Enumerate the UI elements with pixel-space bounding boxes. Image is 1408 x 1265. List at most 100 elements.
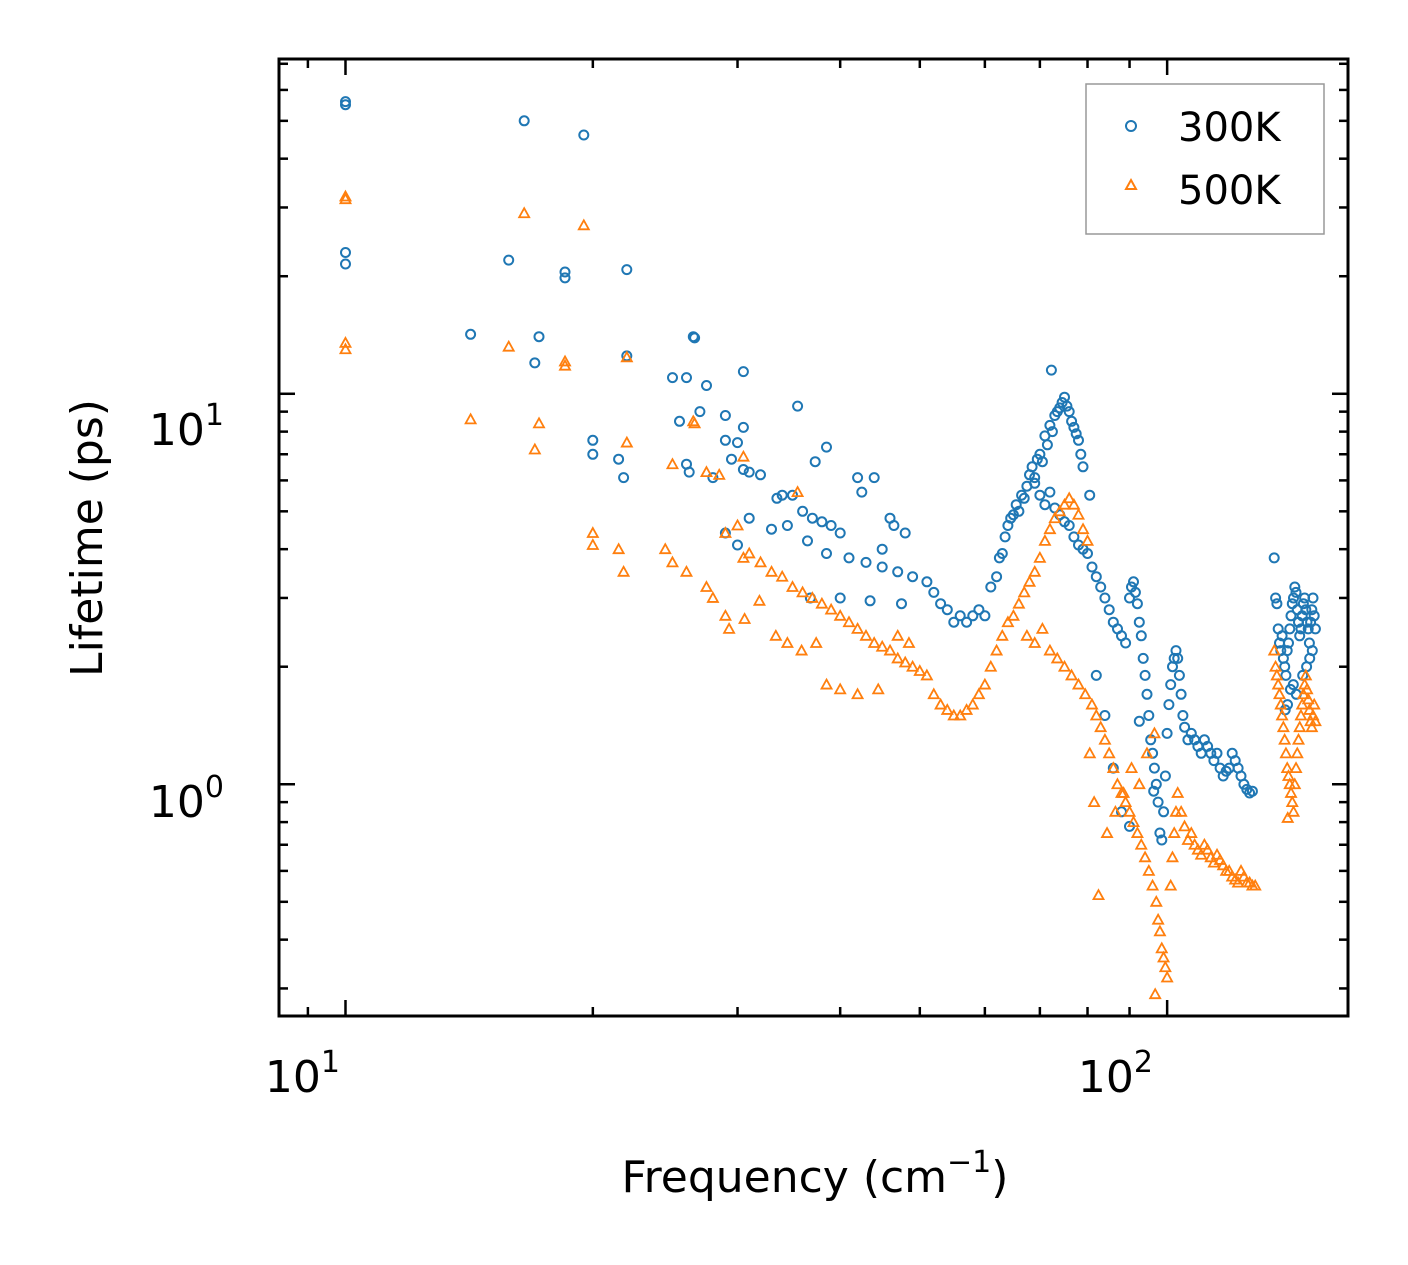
point-500k-190 <box>1293 720 1307 733</box>
point-300k-106 <box>1054 402 1066 414</box>
point-500k-40 <box>815 596 829 609</box>
point-500k-43 <box>842 615 856 628</box>
point-500k-75 <box>972 687 986 700</box>
point-500k-59 <box>780 636 794 648</box>
point-300k-26 <box>587 448 599 460</box>
point-300k-20 <box>792 400 804 412</box>
point-500k-24 <box>617 564 631 577</box>
point-500k-45 <box>859 628 873 641</box>
point-500k-125 <box>1155 941 1169 954</box>
point-500k-51 <box>906 659 920 672</box>
point-300k-81 <box>985 581 997 593</box>
point-300k-53 <box>743 512 755 524</box>
point-300k-232 <box>1308 610 1320 622</box>
point-300k-131 <box>1086 561 1098 573</box>
point-300k-210 <box>1281 645 1293 657</box>
point-300k-231 <box>1307 592 1319 604</box>
point-300k-30 <box>683 466 695 478</box>
point-300k-112 <box>1068 421 1080 433</box>
point-500k-123 <box>1151 912 1165 925</box>
point-500k-129 <box>1148 987 1162 1000</box>
point-500k-115 <box>1123 804 1137 817</box>
point-300k-180 <box>1211 747 1223 759</box>
point-300k-217 <box>1290 586 1302 598</box>
point-500k-84 <box>1022 574 1037 587</box>
point-500k-77 <box>984 659 998 672</box>
point-500k-163 <box>1100 826 1114 838</box>
legend-label-300k: 300K <box>1178 105 1282 151</box>
point-500k-29 <box>706 591 720 603</box>
point-300k-31 <box>707 472 719 484</box>
point-300k-7 <box>559 266 571 278</box>
point-500k-86 <box>1033 551 1047 563</box>
point-300k-15 <box>689 332 701 344</box>
point-500k-49 <box>891 651 905 664</box>
point-500k-121 <box>1146 878 1160 891</box>
point-300k-55 <box>781 520 793 531</box>
point-300k-226 <box>1301 616 1313 628</box>
point-500k-136 <box>1178 819 1192 832</box>
point-500k-30 <box>718 526 732 538</box>
point-500k-93 <box>1067 497 1081 510</box>
point-300k-202 <box>1271 598 1283 610</box>
point-500k-167 <box>1132 777 1146 790</box>
point-300k-92 <box>1018 492 1030 504</box>
plot-frame <box>277 57 1350 1018</box>
point-500k-8 <box>558 358 572 371</box>
point-300k-111 <box>1066 415 1078 427</box>
point-500k-9 <box>620 350 634 363</box>
point-300k-27 <box>613 453 625 465</box>
point-500k-160 <box>1083 746 1097 759</box>
point-500k-81 <box>1006 608 1020 621</box>
point-300k-132 <box>1090 571 1102 583</box>
point-500k-200 <box>1305 720 1319 733</box>
point-500k-6 <box>502 339 516 352</box>
point-300k-77 <box>961 616 973 628</box>
point-300k-147 <box>1137 652 1149 664</box>
point-500k-114 <box>1119 795 1133 808</box>
point-300k-19 <box>737 366 749 378</box>
point-300k-44 <box>825 520 837 531</box>
point-500k-58 <box>769 628 783 641</box>
point-300k-109 <box>1061 400 1073 412</box>
point-300k-120 <box>1034 489 1046 501</box>
point-300k-72 <box>928 586 940 598</box>
legend-marker-300k <box>1125 120 1137 132</box>
point-500k-185 <box>1287 804 1301 817</box>
point-300k-162 <box>1165 679 1177 691</box>
point-500k-68 <box>927 687 941 700</box>
point-300k-103 <box>1046 426 1058 438</box>
point-500k-138 <box>1184 826 1198 838</box>
point-300k-62 <box>907 571 919 583</box>
point-500k-67 <box>902 636 916 648</box>
point-300k-216 <box>1289 581 1301 593</box>
point-500k-12 <box>528 442 542 455</box>
point-500k-65 <box>871 682 885 695</box>
point-300k-9 <box>621 264 633 276</box>
point-500k-10 <box>464 412 478 425</box>
point-300k-33 <box>732 437 743 449</box>
point-300k-118 <box>1084 489 1096 501</box>
point-500k-107 <box>1089 708 1103 721</box>
point-300k-24 <box>694 406 706 418</box>
point-300k-11 <box>533 331 545 343</box>
point-500k-17 <box>699 465 714 478</box>
point-300k-47 <box>809 456 821 468</box>
point-500k-7 <box>558 354 572 367</box>
point-500k-70 <box>940 703 954 715</box>
point-500k-103 <box>1065 668 1079 681</box>
point-500k-111 <box>1106 761 1120 773</box>
axis-ticks <box>279 59 1348 1016</box>
point-500k-96 <box>1080 534 1095 546</box>
point-500k-71 <box>947 708 961 721</box>
point-300k-54 <box>766 523 777 535</box>
point-500k-183 <box>1284 786 1298 798</box>
point-500k-41 <box>824 602 838 615</box>
point-300k-221 <box>1295 623 1307 635</box>
point-500k-28 <box>699 580 714 592</box>
point-300k-237 <box>1287 679 1299 691</box>
point-500k-172 <box>1270 668 1284 681</box>
point-300k-215 <box>1288 592 1299 604</box>
point-500k-99 <box>1035 622 1049 634</box>
point-300k-73 <box>935 598 947 610</box>
